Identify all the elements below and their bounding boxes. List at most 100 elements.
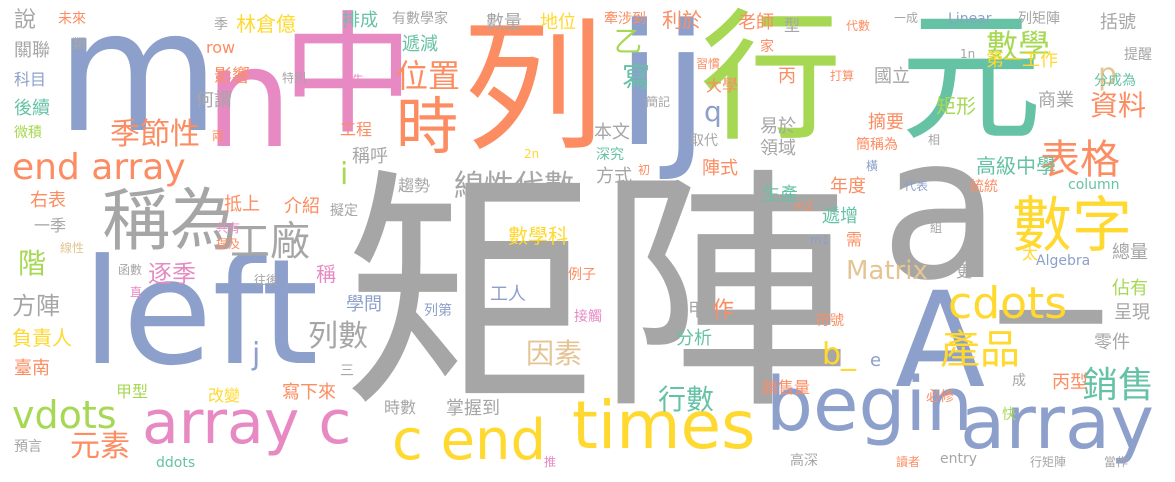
word-zhaiyao: 摘要 [868,112,904,133]
word-fenxi: 分析 [676,328,712,349]
word-gongchang: 工廠 [230,219,310,265]
word-shuzi: 數字 [1012,191,1132,261]
word-jia: 家 [760,39,774,55]
word-hanshu: 函數 [118,263,143,277]
word-bing: 丙 [778,66,796,87]
word-array: array [960,380,1155,466]
word-cheng2: 成 [1012,373,1026,389]
word-yiyu: 易於 [760,116,796,137]
word-q: q [704,95,722,128]
word-biji: 簡記 [646,95,671,109]
word-qianshedao: 牽涉到 [604,11,646,27]
word-lingjian: 零件 [1094,332,1130,353]
word-zhenshi: 陣式 [702,158,738,179]
word-chengxian: 呈現 [1114,302,1150,323]
word-tai: 太 [1022,244,1039,263]
word-fenchengwei: 分成為 [1094,73,1136,89]
word-houxu: 後續 [14,98,50,119]
word-liejuzhen: 列矩陣 [1018,11,1060,27]
word-m: m [56,0,220,170]
word-yinsu: 因素 [526,337,583,370]
word-tui: 推 [544,455,557,469]
word-zuo: 作 [712,298,735,323]
word-wanghou: 往後 [254,273,279,287]
word-youshuxuejia: 有數學家 [392,11,448,27]
word-yiji: 一季 [34,216,67,235]
word-dasuan: 打算 [830,69,855,83]
word-quadai: 取代 [690,133,718,149]
word-lei: 類 [72,37,86,53]
word-shishu: 時數 [384,398,417,417]
word-jianchengwei: 簡稱為 [856,137,898,153]
word-ji: 季 [214,17,228,33]
word-c-end: c end [392,408,547,473]
word-yicheng: 一成 [894,11,919,25]
word-vdots: vdots [12,393,117,437]
word-diyigongzuo: 第一工作 [986,50,1058,71]
word-j: j [252,337,261,372]
word-shuxue: 數學 [986,27,1051,65]
word-niandu: 年度 [830,176,866,197]
word-chengwei: 稱為 [102,182,239,261]
word-zhangwodao: 掌握到 [446,398,500,419]
word-liedi: 列第 [424,303,452,319]
word-san: 三 [340,363,354,379]
word-fangshi: 方式 [596,166,632,187]
word-linear: Linear [948,11,992,27]
word-entry: entry [940,451,978,467]
word-gongren: 工人 [490,284,526,305]
word-fuzeren: 負責人 [12,326,72,350]
word-b: b_ [822,337,857,372]
word-ddots: ddots [156,455,196,471]
word-zhi: 直 [130,285,143,299]
word-paicheng: 排成 [342,10,378,31]
word-daishu: 代數 [846,19,871,33]
word-xiang: 相 [928,133,941,147]
word-jieshao: 介紹 [284,196,320,217]
word-juzhen: 矩陣 [343,147,851,443]
word-nizhi: 擬定 [330,203,358,219]
word-yingxiang: 影響 [214,66,250,87]
word-jia2: 甲 [688,300,706,321]
word-liang: 兩 [212,129,225,143]
word-youbiao: 右表 [30,190,66,211]
word-shuxueke: 數學科 [508,224,568,248]
word-m1: m1 [810,233,830,247]
word-row: row [206,38,236,57]
word-diwei: 地位 [540,12,576,33]
word-liyu: 利於 [662,8,702,32]
word-column: column [1068,177,1120,193]
word-ij: ij [616,0,710,184]
word-shengchan: 生產 [762,184,798,205]
word-kemu: 科目 [14,70,47,89]
word-jijiexing: 季節性 [110,117,200,152]
word-linchangyi: 林倉億 [236,12,296,36]
word-guanlian: 關聯 [14,40,50,61]
word-xie: 寫 [618,62,651,90]
word-guoli: 國立 [874,66,910,87]
word-shangye: 商業 [1038,90,1074,111]
word-tainan: 臺南 [14,358,50,379]
word-xiaoshouliang: 銷售量 [762,378,811,397]
word-hang: 行 [700,0,842,161]
word-zongliang: 總量 [1112,242,1148,263]
word-shi: 時 [396,90,459,163]
word-tiji: 提及 [216,237,241,251]
word-xiexialai: 寫下來 [282,382,336,403]
word-qushi: 趨勢 [398,176,431,195]
word-zhuji: 逐季 [148,260,196,288]
word-shuo: 說 [14,8,37,33]
word-yuyan: 預言 [14,439,42,455]
word-shuliang: 數量 [486,12,522,33]
word-tongtong: 統統 [970,179,998,195]
word-e: e [870,350,882,371]
word-times: times [572,387,756,464]
word-biaoge: 表格 [1040,137,1120,183]
word-gongcheng: 工程 [340,120,373,139]
word-jiaxing: 甲型 [116,382,149,401]
word-xianxingdaishu: 線性代數 [454,169,574,204]
word-geng: 更 [956,262,973,281]
word-cheng: 稱 [316,262,336,286]
word-lie: 列 [462,6,604,171]
